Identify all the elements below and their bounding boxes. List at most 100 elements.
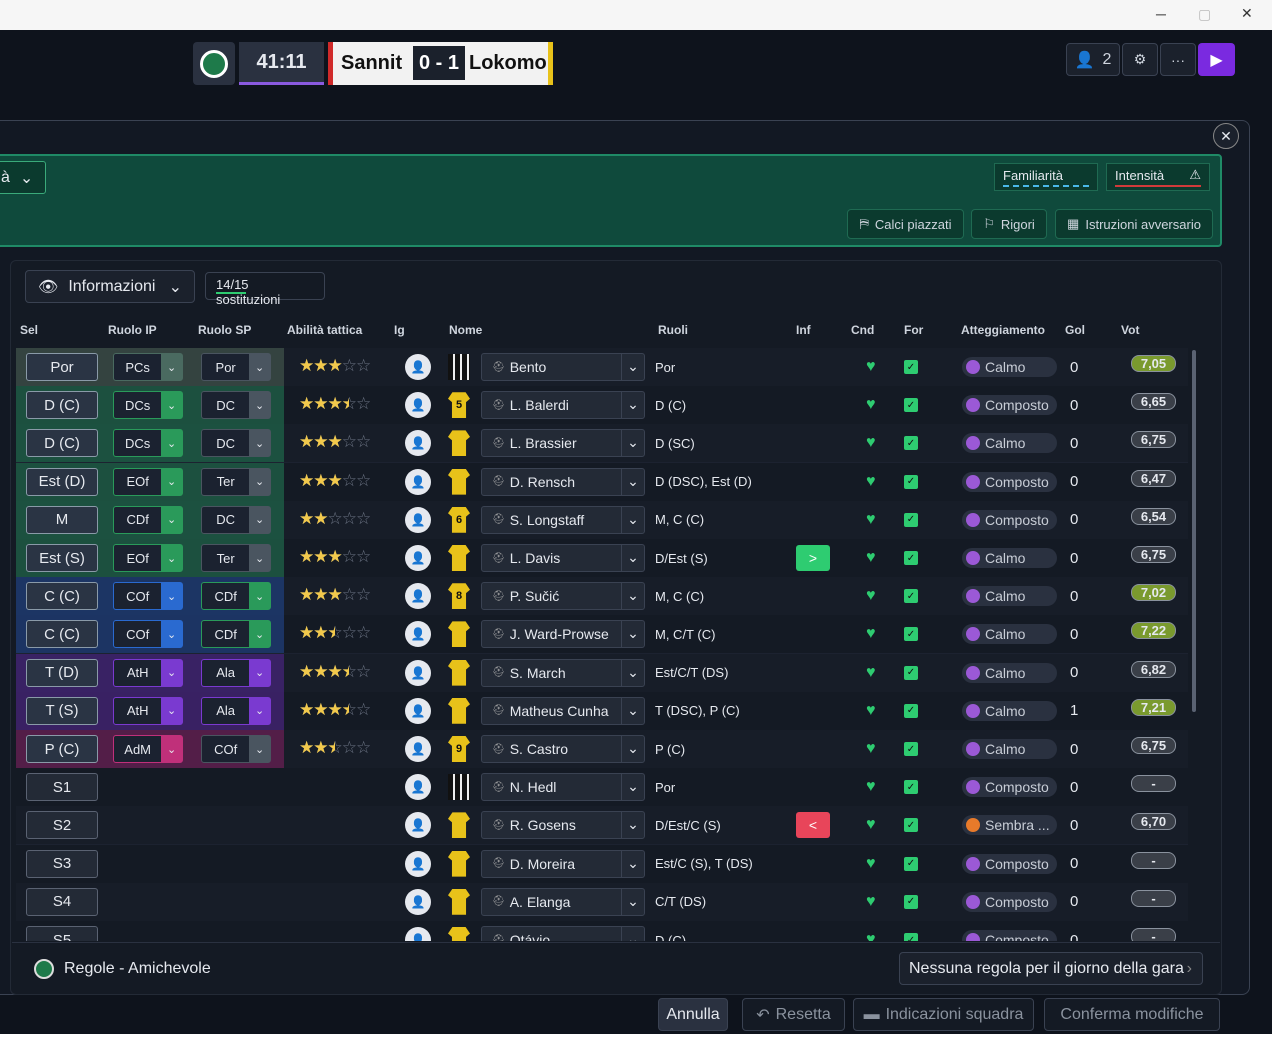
action-button[interactable]: ▬ Indicazioni squadra xyxy=(853,998,1034,1031)
role-select[interactable]: EOf ⌄ xyxy=(113,544,183,572)
role-select[interactable]: AdM ⌄ xyxy=(113,735,183,763)
role-select[interactable]: COf ⌄ xyxy=(113,620,183,649)
name-select[interactable]: ⛑ S. March ⌄ xyxy=(481,658,645,687)
name-select[interactable]: ⛑ Matheus Cunha ⌄ xyxy=(481,696,645,725)
role-select[interactable]: AtH ⌄ xyxy=(113,658,183,687)
role-select[interactable]: CDf ⌄ xyxy=(113,505,183,534)
name-select[interactable]: ⛑ S. Castro ⌄ xyxy=(481,735,645,763)
selection[interactable]: D (C) xyxy=(26,391,98,420)
attitude: Composto xyxy=(962,395,1057,416)
home-team: Sannit xyxy=(341,52,403,74)
maximize[interactable]: ▢ xyxy=(1198,6,1212,22)
more-button[interactable]: ··· xyxy=(1160,43,1196,76)
attitude-label: Composto xyxy=(985,779,1049,796)
selection[interactable]: P (C) xyxy=(26,735,98,763)
attitude-icon xyxy=(966,398,980,413)
role-select[interactable]: COf ⌄ xyxy=(201,735,271,763)
role-select[interactable]: Ter ⌄ xyxy=(201,544,271,572)
name-select[interactable]: ⛑ R. Gosens ⌄ xyxy=(481,811,645,840)
band-button[interactable]: ⛿ Calci piazzati xyxy=(847,209,964,239)
selection[interactable]: M xyxy=(26,505,98,534)
close-window[interactable]: ✕ xyxy=(1241,5,1253,21)
players-button[interactable]: 👤 2 xyxy=(1066,43,1120,76)
selection[interactable]: Est (D) xyxy=(26,467,98,496)
player-name: S. March xyxy=(509,664,566,681)
selection[interactable]: S5 xyxy=(26,926,98,941)
name-select[interactable]: ⛑ P. Sučić ⌄ xyxy=(481,582,645,611)
role-select[interactable]: Ter ⌄ xyxy=(201,467,271,496)
role-label: CDf xyxy=(126,512,149,528)
name-select[interactable]: ⛑ D. Rensch ⌄ xyxy=(481,467,645,496)
fitness: ✓ xyxy=(904,933,918,941)
selection[interactable]: D (C) xyxy=(26,429,98,458)
name-select[interactable]: ⛑ D. Moreira ⌄ xyxy=(481,849,645,878)
score: 0 - 1 xyxy=(413,46,465,80)
scrollbar xyxy=(1192,350,1196,712)
selection[interactable]: Por xyxy=(26,353,98,381)
squad-row: C (C)COf⌄CDf⌄☆★☆★☆★☆☆👤⛑J. Ward-Prowse⌄M,… xyxy=(16,615,1188,655)
fitness: ✓ xyxy=(904,856,918,871)
view-select[interactable]: 👁 Informazioni ⌄ xyxy=(25,270,195,303)
name-select[interactable]: ⛑ L. Brassier ⌄ xyxy=(481,429,645,458)
role-select[interactable]: Ala ⌄ xyxy=(201,696,271,725)
settings-button[interactable]: ⚙ xyxy=(1122,43,1158,76)
attitude-label: Composto xyxy=(985,397,1049,414)
familiarity[interactable]: Familiarità xyxy=(994,163,1098,191)
name-select[interactable]: ⛑ A. Elanga ⌄ xyxy=(481,887,645,916)
continue-button[interactable]: ▶ xyxy=(1198,43,1235,76)
name-select[interactable]: ⛑ L. Davis ⌄ xyxy=(481,544,645,572)
role-select[interactable]: DCs ⌄ xyxy=(113,429,183,458)
selection[interactable]: S2 xyxy=(26,811,98,840)
fitness: ✓ xyxy=(904,703,918,718)
selection[interactable]: S1 xyxy=(26,773,98,802)
roles: M, C (C) xyxy=(655,512,705,528)
selection[interactable]: Est (S) xyxy=(26,544,98,572)
role-select[interactable]: DCs ⌄ xyxy=(113,391,183,420)
action-button[interactable]: Conferma modifiche xyxy=(1044,998,1220,1031)
role-label: CDf xyxy=(214,626,237,642)
match-time: 41:11 xyxy=(239,42,324,85)
name-select[interactable]: ⛑ N. Hedl ⌄ xyxy=(481,773,645,802)
minimize[interactable]: ─ xyxy=(1156,6,1166,22)
name-select[interactable]: ⛑ J. Ward-Prowse ⌄ xyxy=(481,620,645,649)
selection[interactable]: T (S) xyxy=(26,696,98,725)
name-select[interactable]: ⛑ Otávio ⌄ xyxy=(481,926,645,941)
role-select[interactable]: DC ⌄ xyxy=(201,391,271,420)
band-button[interactable]: ▦ Istruzioni avversario xyxy=(1055,209,1213,239)
player-icon: 👤 xyxy=(405,659,431,686)
tactic-select[interactable]: à ⌄ xyxy=(0,161,46,194)
kit: 5 xyxy=(448,392,470,419)
condition: ♥ xyxy=(866,892,876,910)
role-select[interactable]: CDf ⌄ xyxy=(201,620,271,649)
role-label: DCs xyxy=(125,397,151,413)
role-select[interactable]: EOf ⌄ xyxy=(113,467,183,496)
kit xyxy=(448,621,470,648)
selection[interactable]: T (D) xyxy=(26,658,98,687)
band-button[interactable]: ⚐ Rigori xyxy=(971,209,1047,239)
role-select[interactable]: PCs ⌄ xyxy=(113,353,183,381)
selection[interactable]: S4 xyxy=(26,887,98,916)
roles: D/Est/C (S) xyxy=(655,817,721,833)
role-select[interactable]: DC ⌄ xyxy=(201,429,271,458)
close-panel[interactable]: ✕ xyxy=(1213,123,1239,149)
role-select[interactable]: CDf ⌄ xyxy=(201,582,271,611)
role-select[interactable]: COf ⌄ xyxy=(113,582,183,611)
name-select[interactable]: ⛑ Bento ⌄ xyxy=(481,353,645,381)
action-button[interactable]: ↶ Resetta xyxy=(742,998,845,1031)
role-select[interactable]: Ala ⌄ xyxy=(201,658,271,687)
intensity[interactable]: Intensità ⚠ xyxy=(1106,163,1210,191)
name-select[interactable]: ⛑ L. Balerdi ⌄ xyxy=(481,391,645,420)
condition: ♥ xyxy=(866,510,876,528)
rule-note[interactable]: Nessuna regola per il giorno della gara › xyxy=(899,952,1203,985)
attitude-label: Calmo xyxy=(985,664,1026,681)
selection[interactable]: S3 xyxy=(26,849,98,878)
name-select[interactable]: ⛑ S. Longstaff ⌄ xyxy=(481,505,645,534)
action-button[interactable]: Annulla xyxy=(658,998,728,1031)
selection[interactable]: C (C) xyxy=(26,620,98,649)
role-select[interactable]: Por ⌄ xyxy=(201,353,271,381)
kit xyxy=(448,659,470,686)
role-select[interactable]: DC ⌄ xyxy=(201,505,271,534)
selection[interactable]: C (C) xyxy=(26,582,98,611)
goals: 0 xyxy=(1070,396,1079,414)
role-select[interactable]: AtH ⌄ xyxy=(113,696,183,725)
